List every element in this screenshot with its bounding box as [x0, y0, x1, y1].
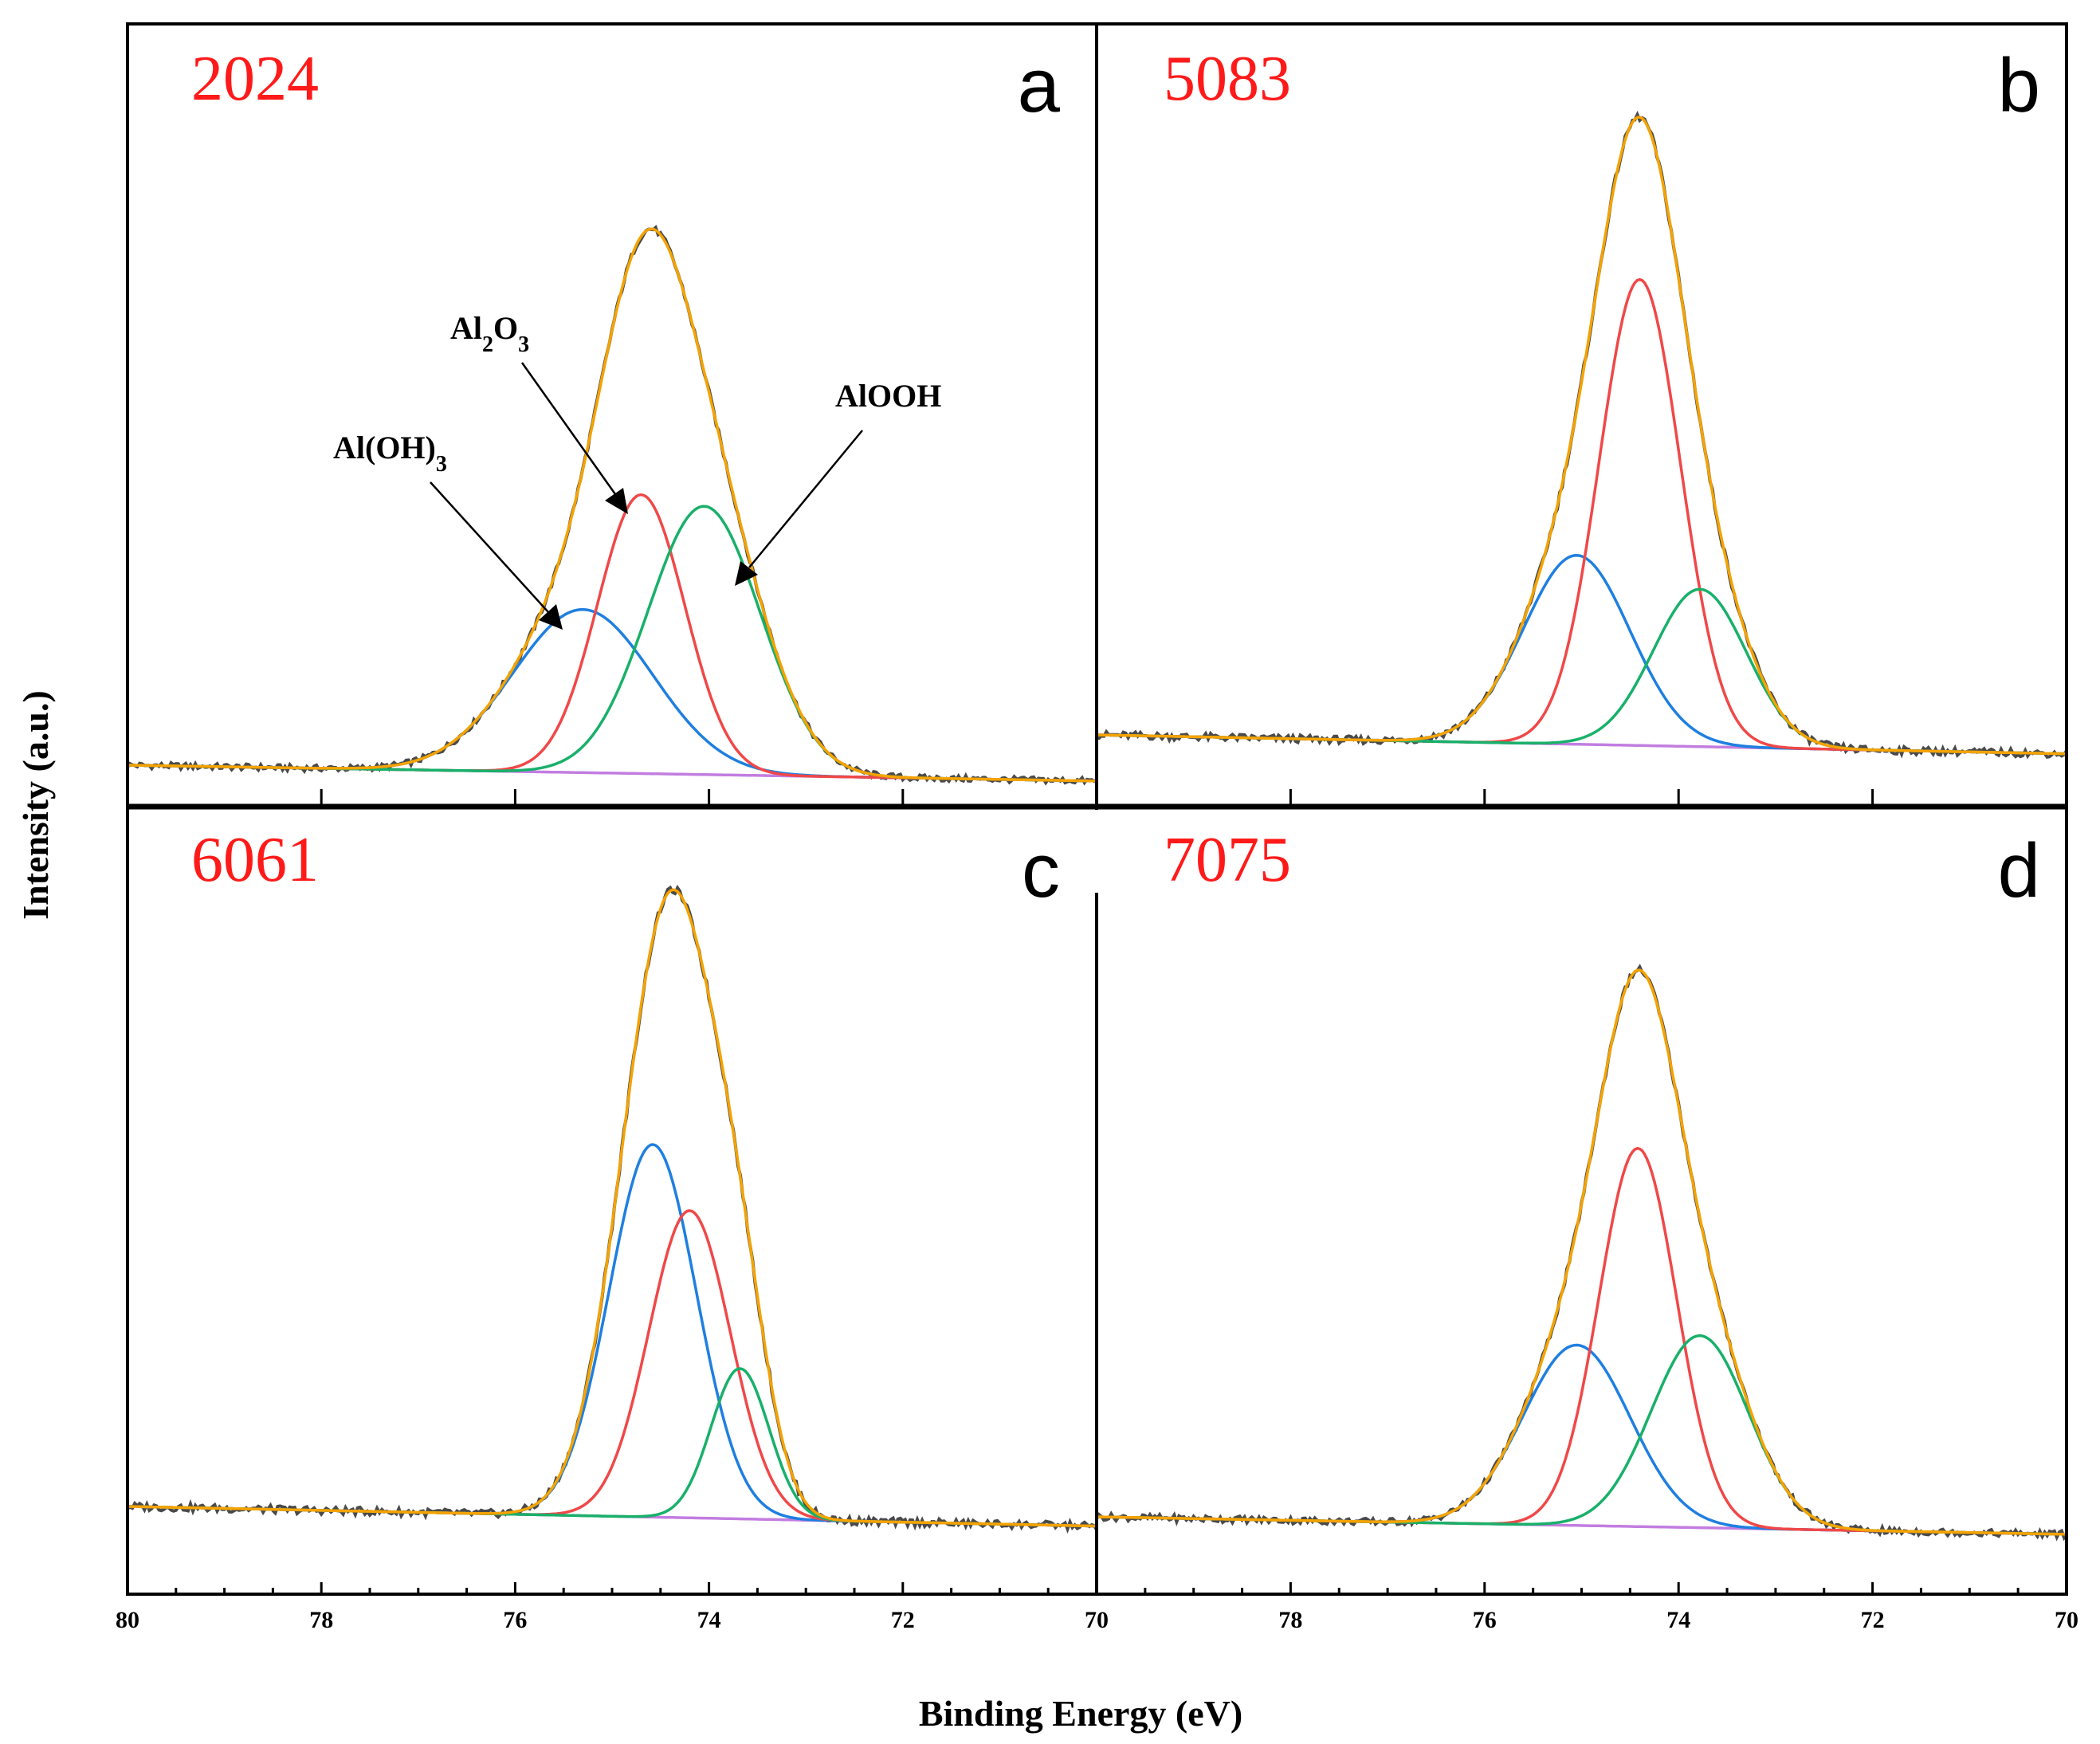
- component-aloh3-b: [1096, 553, 2067, 756]
- component-alooh-d: [1096, 1334, 2067, 1536]
- alloy-label-c: 6061: [191, 825, 319, 895]
- envelope-fit-b: [1096, 116, 2067, 756]
- x-tick-label: 76: [1473, 1607, 1497, 1633]
- annotation-al2o3: Al2O3: [450, 310, 529, 357]
- raw-data-d: [1095, 964, 2068, 1542]
- arrow-alooh: [748, 430, 863, 568]
- x-tick-label: 78: [1278, 1607, 1302, 1633]
- envelope-fit-a: [128, 227, 1097, 783]
- alloy-label-b: 5083: [1164, 44, 1291, 114]
- panel-letter-a: a: [1018, 43, 1061, 128]
- arrowhead-alooh: [735, 561, 758, 586]
- x-tick-label: 74: [1666, 1607, 1690, 1633]
- panel-b: 5083 b: [1095, 43, 2068, 805]
- alloy-label-d: 7075: [1164, 825, 1291, 895]
- component-aloh3-d: [1096, 1343, 2067, 1536]
- component-al2o3-a: [128, 493, 1097, 783]
- x-axis-ticks: 80 78 76 74 72 70 78 76 74 72 70: [116, 1582, 2078, 1633]
- x-tick-label: 80: [116, 1607, 139, 1633]
- panel-letter-c: c: [1022, 828, 1060, 913]
- x-axis-title: Binding Energy (eV): [919, 1693, 1242, 1734]
- panels-group: 2024 a 5083 b 6061 c 7075 d: [126, 43, 2068, 1542]
- component-al2o3-b: [1096, 277, 2067, 756]
- component-alooh-c: [127, 1367, 1097, 1528]
- panel-a: 2024 a: [126, 43, 1098, 805]
- x-tick-label: 72: [891, 1607, 915, 1633]
- x-tick-label: 76: [503, 1607, 527, 1633]
- x-tick-label: 74: [697, 1607, 721, 1633]
- peak-annotations: Al(OH)3 Al2O3 AlOOH: [333, 310, 941, 630]
- x-tick-label: 72: [1861, 1607, 1885, 1633]
- y-axis-title: Intensity (a.u.): [15, 690, 56, 920]
- component-aloh3-a: [128, 607, 1097, 783]
- panel-c: 6061 c: [127, 825, 1098, 1534]
- alloy-label-a: 2024: [191, 44, 319, 114]
- panel-letter-d: d: [1998, 828, 2040, 913]
- arrowhead-al2o3: [605, 488, 628, 514]
- raw-data-a: [126, 224, 1098, 786]
- arrow-al2o3: [520, 362, 617, 495]
- envelope-fit-d: [1096, 968, 2067, 1536]
- raw-data-c: [127, 884, 1098, 1534]
- raw-data-b: [1096, 110, 2068, 760]
- x-tick-label: 78: [309, 1607, 333, 1633]
- envelope-fit-c: [127, 888, 1097, 1528]
- arrowhead-aloh3: [539, 604, 563, 630]
- panel-d: 7075 d: [1095, 825, 2068, 1542]
- arrow-aloh3: [430, 481, 549, 613]
- annotation-aloh3: Al(OH)3: [333, 430, 447, 477]
- panel-letter-b: b: [1998, 43, 2040, 128]
- annotation-alooh: AlOOH: [835, 378, 941, 414]
- component-al2o3-c: [127, 1209, 1097, 1528]
- component-alooh-b: [1096, 587, 2067, 756]
- x-tick-label: 70: [2055, 1607, 2078, 1633]
- x-tick-label: 70: [1085, 1607, 1109, 1633]
